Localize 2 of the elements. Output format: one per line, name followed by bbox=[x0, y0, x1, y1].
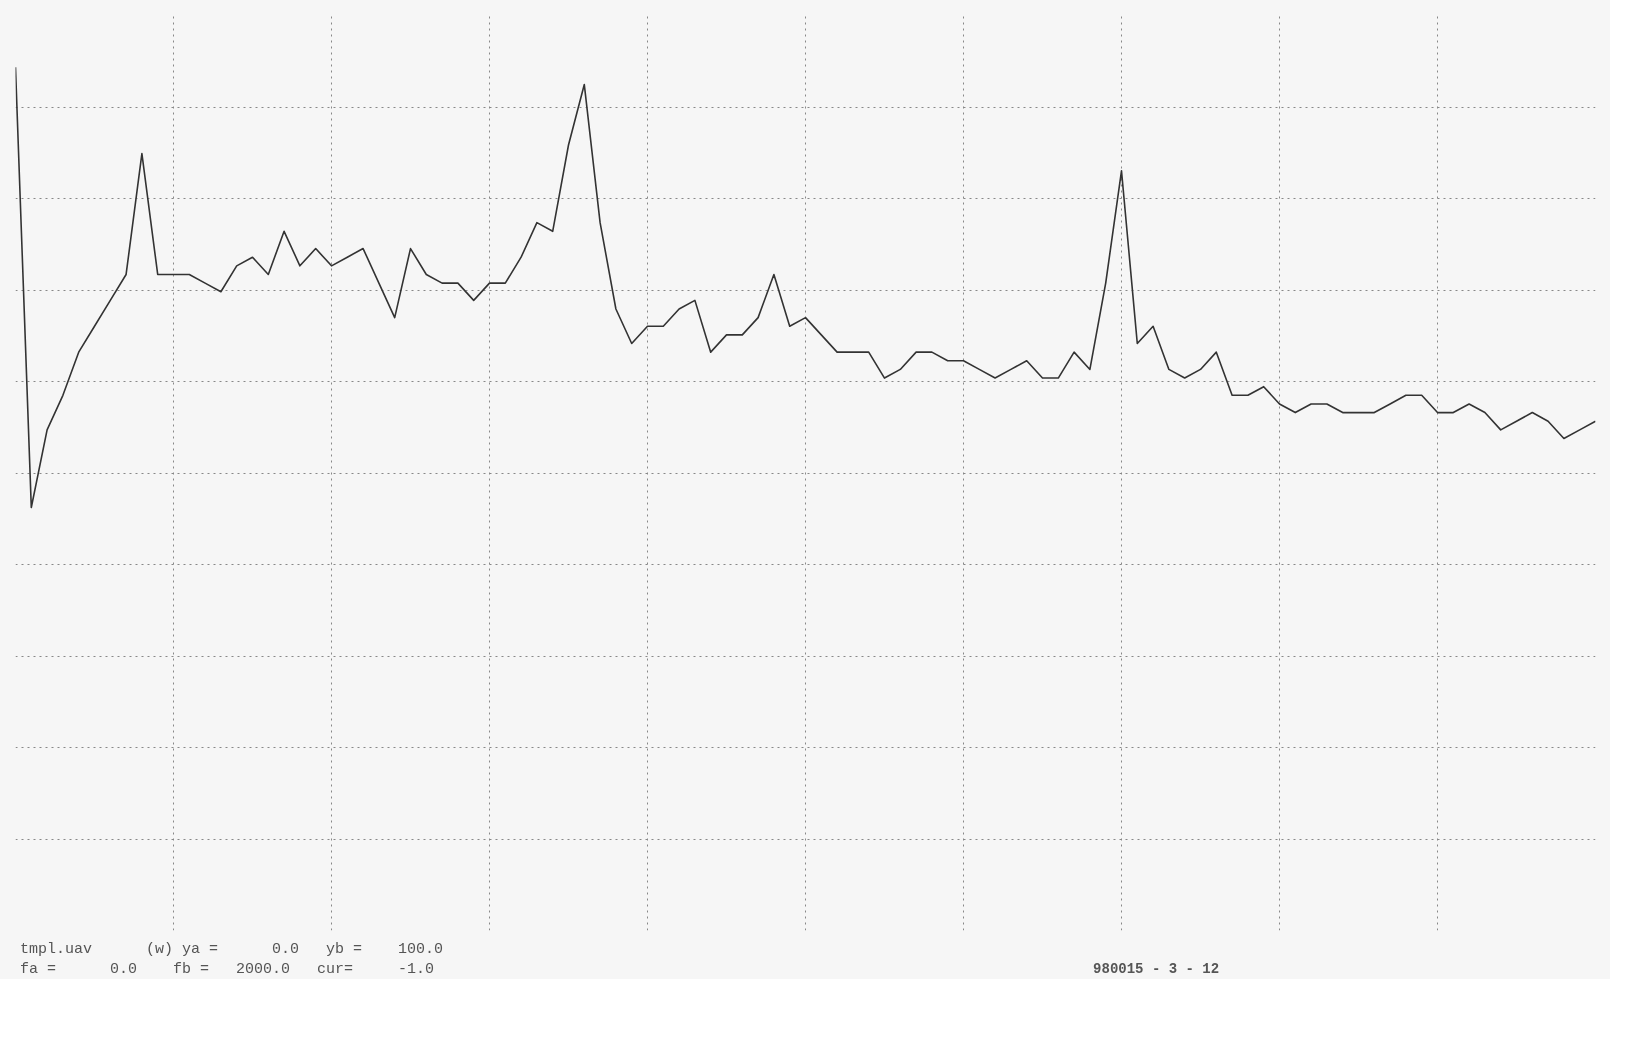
text: tmpl.uav (w) ya = 0.0 yb = 100.0 fa = 0.0 fb = 2000.0 cur= -1.0 bbox=[20, 940, 444, 979]
text: 980015 - 3 - 12 bbox=[1093, 960, 1220, 979]
